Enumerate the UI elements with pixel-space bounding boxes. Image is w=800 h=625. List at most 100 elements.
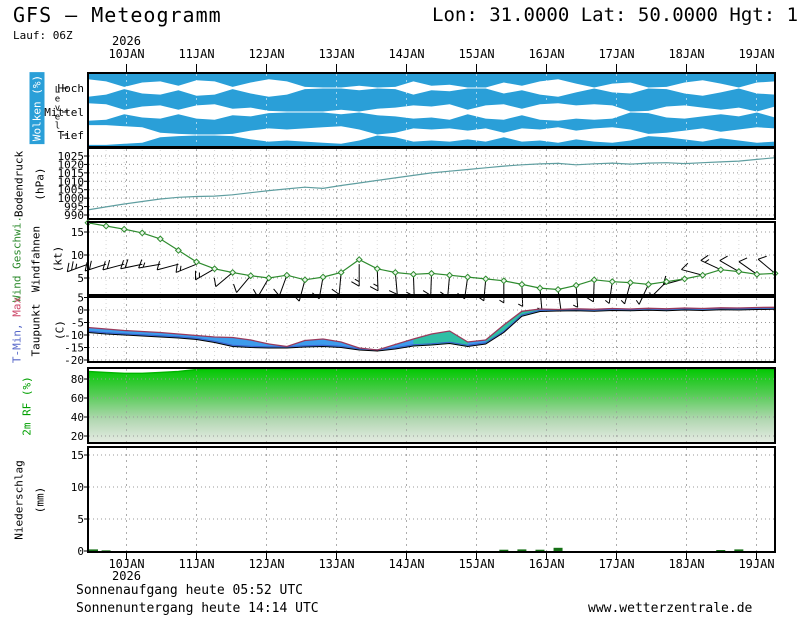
wind-barb-feather bbox=[620, 299, 626, 305]
wind-speed-marker bbox=[446, 271, 454, 279]
wind-speed-label: Wind Geschwi. bbox=[10, 215, 24, 303]
wind-barb-feather bbox=[719, 255, 728, 261]
wind-barb-feather bbox=[704, 259, 710, 263]
date-label-bottom: 15JAN bbox=[458, 557, 494, 571]
wind-barb-feather bbox=[75, 263, 78, 269]
date-label-top: 17JAN bbox=[598, 47, 634, 61]
wind-barb-feather bbox=[175, 263, 178, 273]
y-tick-label: 5 bbox=[77, 272, 84, 285]
date-label-top: 16JAN bbox=[528, 47, 564, 61]
precip-panel-label: Niederschlag bbox=[12, 460, 26, 540]
date-label-bottom: 14JAN bbox=[388, 557, 424, 571]
cloud-gap-area-tief bbox=[88, 125, 775, 145]
humidity-panel-label: 2m RF (%) bbox=[20, 376, 34, 436]
wind-barb-feather bbox=[71, 261, 74, 271]
temp-minmax-label: T-Min, Max bbox=[11, 297, 24, 363]
wind-speed-marker bbox=[536, 284, 544, 292]
wind-barb-staff bbox=[700, 259, 721, 271]
wind-speed-marker bbox=[735, 268, 743, 276]
y-tick-label: -15 bbox=[64, 342, 84, 355]
cloud-gap-area-mittel bbox=[88, 103, 775, 121]
wind-barb-staff bbox=[215, 272, 233, 288]
y-tick-label: 0 bbox=[77, 304, 84, 317]
wind-barb-feather bbox=[124, 259, 129, 268]
date-label-top: 11JAN bbox=[178, 47, 214, 61]
y-tick-label: 990 bbox=[64, 209, 84, 222]
date-label-top: 12JAN bbox=[248, 47, 284, 61]
wind-speed-marker bbox=[211, 265, 219, 273]
wind-barb-feather bbox=[388, 290, 398, 295]
wind-speed-marker bbox=[192, 258, 200, 266]
y-tick-label: -5 bbox=[71, 317, 84, 330]
precip-bar bbox=[716, 550, 726, 551]
panel-border bbox=[87, 296, 776, 363]
y-tick-label: 15 bbox=[71, 226, 84, 239]
wind-speed-marker bbox=[644, 280, 652, 288]
wind-barb-staff bbox=[624, 282, 631, 304]
wind-barb-feather bbox=[572, 304, 578, 308]
y-tick-label: 5 bbox=[77, 513, 84, 526]
wind-speed-marker bbox=[301, 276, 309, 284]
wind-barb-staff bbox=[412, 274, 415, 297]
cloud-row-label-tief: Tief bbox=[58, 129, 85, 142]
y-tick-label: 15 bbox=[71, 449, 84, 462]
wind-barb-feather bbox=[757, 255, 767, 260]
wind-speed-marker bbox=[518, 280, 526, 288]
wind-barb-staff bbox=[608, 281, 613, 304]
y-tick-label: 1005 bbox=[58, 184, 85, 197]
y-tick-label: 5 bbox=[77, 292, 84, 305]
wind-speed-marker bbox=[247, 272, 255, 280]
dewpoint-line bbox=[87, 308, 776, 352]
date-label-bottom: 12JAN bbox=[248, 557, 284, 571]
wind-barb-feather bbox=[84, 262, 88, 272]
wind-speed-marker bbox=[717, 266, 725, 274]
wind-barb-feather bbox=[106, 259, 111, 269]
wind-barb-staff bbox=[539, 288, 543, 311]
wind-speed-marker bbox=[753, 270, 761, 278]
precip-bar bbox=[734, 549, 744, 551]
wind-speed-marker bbox=[590, 276, 598, 284]
y-tick-label: 10 bbox=[71, 481, 84, 494]
wind-speed-marker bbox=[608, 278, 616, 286]
wind-speed-marker bbox=[663, 278, 671, 286]
wind-speed-marker bbox=[355, 256, 363, 264]
date-label-top: 14JAN bbox=[388, 47, 424, 61]
y-tick-label: 1020 bbox=[58, 158, 85, 171]
panel-border bbox=[87, 221, 776, 296]
y-tick-label: 10 bbox=[71, 249, 84, 262]
y-tick-label: 80 bbox=[71, 373, 84, 386]
date-label-top: 13JAN bbox=[318, 47, 354, 61]
wind-barb-feather bbox=[354, 278, 360, 283]
wind-barb-feather bbox=[635, 299, 640, 305]
y-tick-label: 20 bbox=[71, 430, 84, 443]
wind-barb-feather bbox=[142, 262, 146, 268]
year-label-top: 2026 bbox=[112, 34, 141, 48]
wind-barb-feather bbox=[369, 286, 379, 292]
wind-barb-staff bbox=[557, 289, 562, 312]
wind-unit-label: (kt) bbox=[51, 245, 65, 273]
wind-barb-staff bbox=[102, 263, 125, 271]
panel-border bbox=[87, 147, 776, 220]
wind-barb-staff bbox=[195, 268, 215, 281]
temp-unit-label: (C) bbox=[53, 320, 67, 340]
wind-speed-marker bbox=[229, 268, 237, 276]
wind-barb-feather bbox=[213, 277, 217, 287]
wind-barb-staff bbox=[157, 263, 179, 271]
wind-speed-marker bbox=[482, 275, 490, 283]
precip-bar bbox=[553, 547, 563, 551]
wind-barb-feather bbox=[179, 265, 182, 271]
date-label-top: 10JAN bbox=[108, 47, 144, 61]
coordinates-label: Lon: 31.0000 Lat: 50.0000 Hgt: 1 bbox=[432, 4, 799, 26]
clouds-level-label: Level bbox=[52, 85, 63, 131]
pressure-line bbox=[87, 157, 776, 211]
wind-speed-marker bbox=[409, 270, 417, 278]
pressure-unit-label: (hPa) bbox=[33, 167, 47, 201]
y-tick-label: -20 bbox=[64, 354, 84, 367]
date-label-top: 19JAN bbox=[738, 47, 774, 61]
wind-barb-staff bbox=[138, 263, 161, 269]
wind-barb-feather bbox=[138, 259, 143, 269]
wind-barb-staff bbox=[681, 269, 703, 276]
wind-barb-feather bbox=[604, 299, 610, 304]
tmin-line bbox=[87, 307, 776, 351]
wind-speed-marker bbox=[681, 275, 689, 283]
